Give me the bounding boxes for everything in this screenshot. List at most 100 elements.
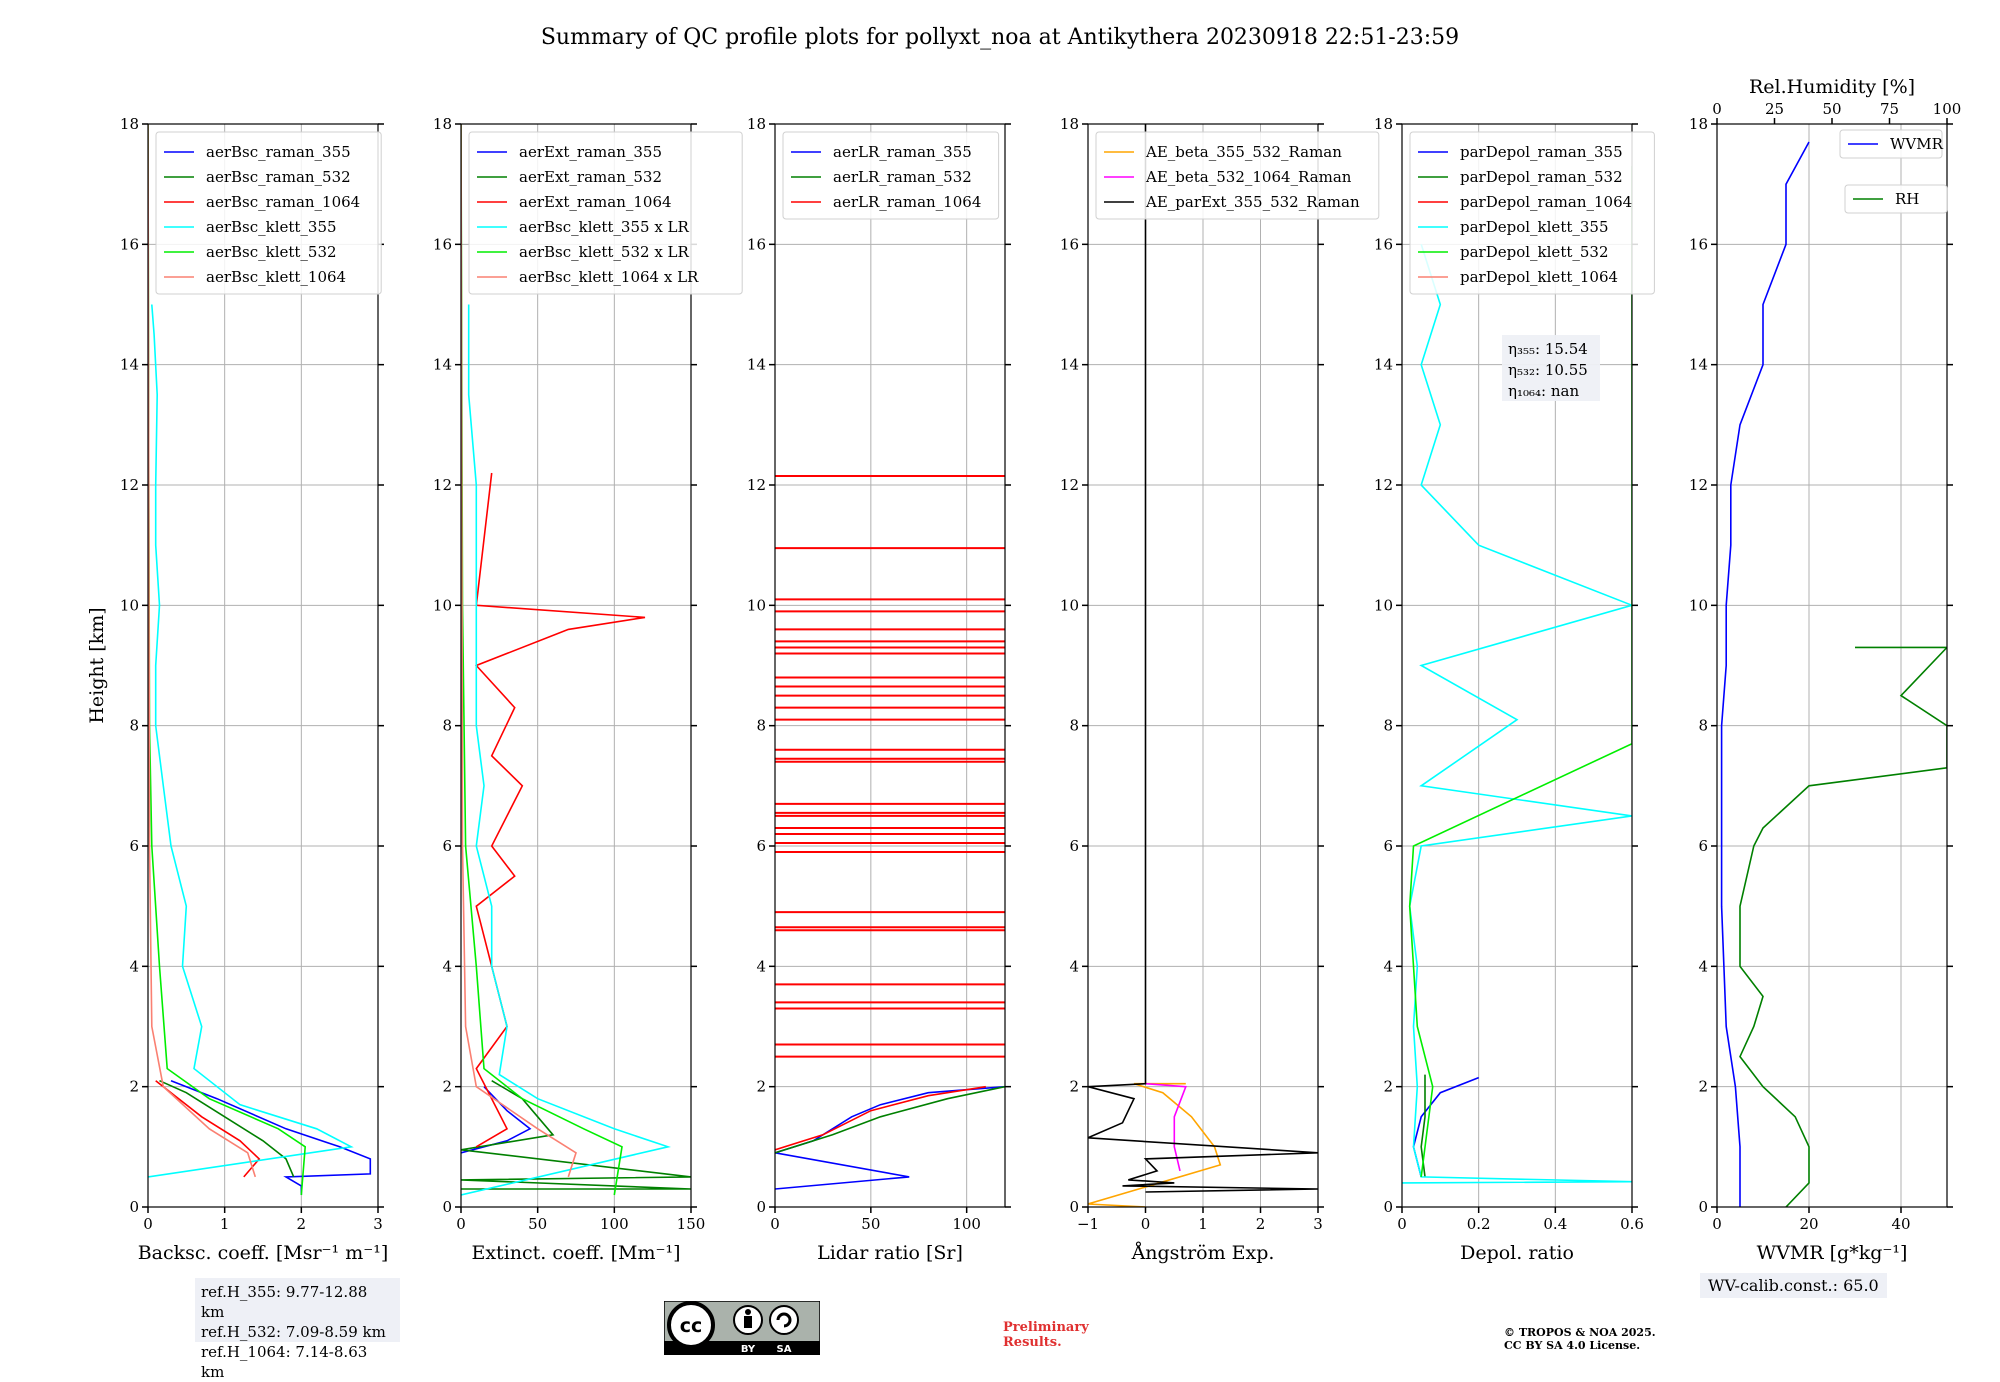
legend-label: AE_beta_532_1064_Raman	[1145, 168, 1352, 186]
legend-label: parDepol_klett_355	[1460, 218, 1609, 236]
y-tick-label: 4	[442, 957, 452, 975]
x-axis-label: Ångström Exp.	[1131, 1242, 1275, 1264]
y-tick-label: 2	[1383, 1078, 1393, 1096]
eta-annotation-line: η₁₀₆₄: nan	[1508, 382, 1579, 400]
legend-label: aerBsc_raman_355	[206, 143, 351, 161]
y-tick-label: 14	[433, 356, 452, 374]
y-tick-label: 14	[1374, 356, 1393, 374]
legend-label: WVMR	[1890, 135, 1944, 153]
y-tick-label: 12	[120, 476, 139, 494]
y-tick-label: 10	[120, 596, 139, 614]
y-tick-label: 8	[129, 717, 139, 735]
legend-label: parDepol_klett_1064	[1460, 268, 1618, 286]
y-tick-label: 2	[756, 1078, 766, 1096]
y-tick-label: 12	[1060, 476, 1079, 494]
y-tick-label: 10	[747, 596, 766, 614]
x2-tick-label: 0	[1712, 100, 1722, 118]
x-tick-label: 3	[1313, 1215, 1323, 1233]
x-tick-label: 0.4	[1543, 1215, 1567, 1233]
legend-label: aerExt_raman_532	[519, 168, 662, 186]
legend-label: AE_parExt_355_532_Raman	[1145, 193, 1360, 211]
series-line-aerBsc_klett_355	[148, 304, 354, 1178]
ref-line-355: ref.H_355: 9.77-12.88 km	[201, 1283, 368, 1321]
y-tick-label: 8	[756, 717, 766, 735]
legend-label: aerBsc_klett_355	[206, 218, 337, 236]
x-tick-label: 0	[143, 1215, 153, 1233]
y-tick-label: 10	[1060, 596, 1079, 614]
legend-box	[1409, 131, 1655, 295]
copyright-line-1: © TROPOS & NOA 2025.	[1504, 1326, 1656, 1339]
y-tick-label: 6	[1698, 837, 1708, 855]
y-axis-label: Height [km]	[86, 607, 108, 723]
y-tick-label: 2	[129, 1078, 139, 1096]
series-group	[1088, 124, 1318, 1207]
y-tick-label: 18	[120, 115, 139, 133]
series-line-parDepol_klett_355	[1402, 244, 1632, 1184]
y-tick-label: 6	[756, 837, 766, 855]
ref-line-532: ref.H_532: 7.09-8.59 km	[201, 1323, 386, 1341]
x-tick-label: 2	[1256, 1215, 1266, 1233]
legend-label: aerExt_raman_1064	[519, 193, 672, 211]
y-tick-label: 18	[433, 115, 452, 133]
legend-label: aerLR_raman_532	[833, 168, 972, 186]
legend-box	[782, 131, 1000, 220]
x-tick-label: 1	[220, 1215, 230, 1233]
x-tick-label: 0	[456, 1215, 466, 1233]
x-tick-label: 50	[528, 1215, 547, 1233]
x-tick-label: 0	[770, 1215, 780, 1233]
legend-box	[1095, 131, 1380, 220]
x2-tick-label: 75	[1880, 100, 1899, 118]
y-tick-label: 18	[747, 115, 766, 133]
x2-axis-label: Rel.Humidity [%]	[1749, 76, 1915, 98]
legend-label: aerBsc_raman_532	[206, 168, 351, 186]
series-line-AE_beta_532_1064_Raman	[1145, 1082, 1187, 1172]
x-axis-label: WVMR [g*kg⁻¹]	[1757, 1242, 1908, 1264]
x-tick-label: 100	[952, 1215, 981, 1233]
cc-sa-label: SA	[777, 1344, 792, 1355]
y-tick-label: 16	[1689, 235, 1708, 253]
y-tick-label: 16	[433, 235, 452, 253]
y-tick-label: 0	[1383, 1198, 1393, 1216]
legend-label: aerBsc_raman_1064	[206, 193, 360, 211]
axes-frame	[1716, 123, 1948, 1208]
y-tick-label: 0	[442, 1198, 452, 1216]
x-tick-label: 40	[1891, 1215, 1910, 1233]
series-line-aerExt_raman_532	[461, 1080, 691, 1190]
y-tick-label: 18	[1374, 115, 1393, 133]
legend-box	[1839, 129, 1943, 159]
ref-line-1064: ref.H_1064: 7.14-8.63 km	[201, 1343, 368, 1381]
y-tick-label: 4	[1383, 957, 1393, 975]
x-tick-label: 1	[1198, 1215, 1208, 1233]
y-tick-label: 16	[1374, 235, 1393, 253]
figure-title: Summary of QC profile plots for pollyxt_…	[541, 25, 1459, 50]
series-line-aerLR_raman_532	[775, 1085, 1005, 1154]
x-tick-label: 0.6	[1620, 1215, 1644, 1233]
y-tick-label: 16	[1060, 235, 1079, 253]
y-tick-label: 8	[1698, 717, 1708, 735]
series-line-aerExt_raman_1064	[474, 472, 646, 1148]
legend-label: RH	[1895, 190, 1919, 208]
axes-frame	[147, 123, 379, 1208]
legend-label: aerBsc_klett_355 x LR	[519, 218, 690, 236]
series-line-aerBsc_raman_355	[170, 1079, 372, 1195]
y-tick-label: 10	[1374, 596, 1393, 614]
axes-frame	[460, 123, 692, 1208]
y-tick-label: 6	[129, 837, 139, 855]
legend-label: parDepol_raman_355	[1460, 143, 1623, 161]
x2-tick-label: 50	[1822, 100, 1841, 118]
copyright-line-2: CC BY SA 4.0 License.	[1504, 1339, 1641, 1352]
y-tick-label: 8	[442, 717, 452, 735]
series-line-WVMR	[1720, 141, 1810, 1207]
series-line-aerBsc_raman_532	[159, 1079, 295, 1178]
series-line-parDepol_klett_532	[1408, 166, 1632, 1178]
y-tick-label: 2	[442, 1078, 452, 1096]
series-line-RH	[1739, 646, 1947, 1207]
x-tick-label: −1	[1077, 1215, 1099, 1233]
x-axis-label: Depol. ratio	[1460, 1242, 1574, 1264]
series-group	[1402, 166, 1632, 1184]
y-tick-label: 6	[442, 837, 452, 855]
svg-text:cc: cc	[680, 1315, 703, 1337]
panel-2: 0 50 100 150 0 2 4 6 8 10 12 14 16 18 Extinct. coeff. …	[433, 115, 743, 1264]
legend-box	[1844, 184, 1948, 214]
